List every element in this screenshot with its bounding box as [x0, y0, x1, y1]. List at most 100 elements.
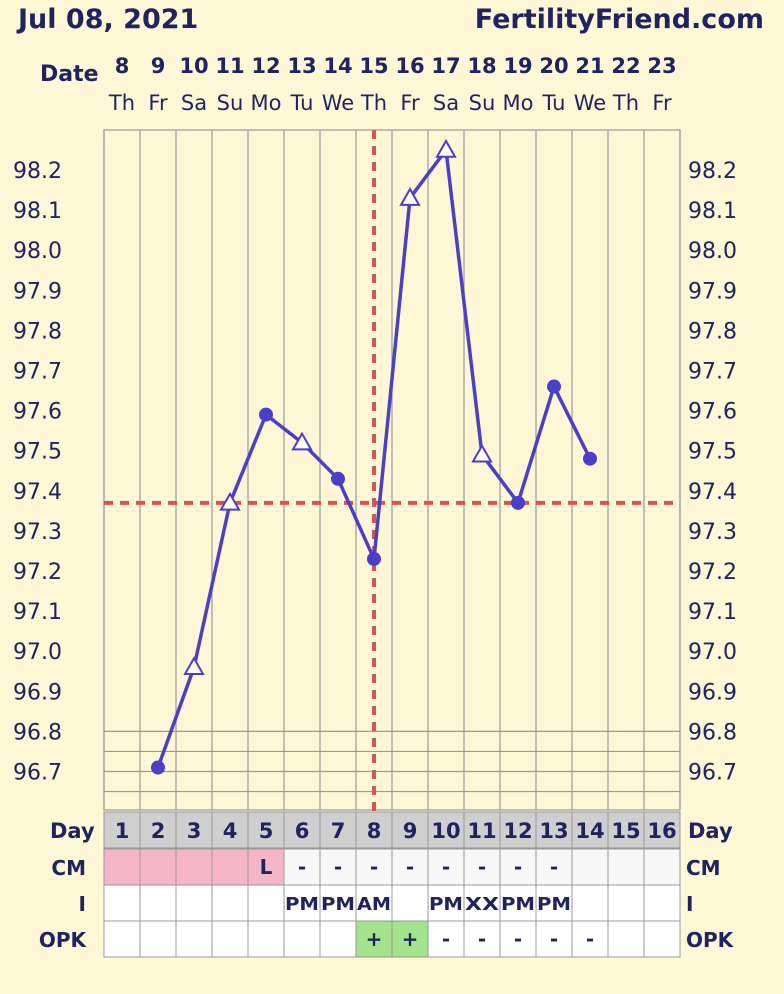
weekday-tick-label: Tu — [542, 91, 566, 115]
cm-cell-value: L — [260, 855, 273, 879]
intercourse-cell-value: PM — [537, 894, 571, 915]
opk-cell — [463, 920, 501, 958]
intercourse-cell — [211, 884, 249, 922]
cm-cell — [391, 848, 429, 886]
date-tick-label: 11 — [215, 54, 244, 78]
opk-cell — [391, 920, 429, 958]
weekday-tick-label: Fr — [400, 91, 420, 115]
temperature-series — [151, 138, 597, 775]
intercourse-cell — [535, 884, 573, 922]
intercourse-cell — [247, 884, 285, 922]
opk-cell — [355, 920, 393, 958]
temperature-point-triangle — [291, 431, 313, 451]
date-tick-label: 14 — [323, 54, 352, 78]
weekday-tick-label: Sa — [181, 91, 207, 115]
y-tick-label-left: 97.2 — [13, 560, 62, 585]
day-row-label-left: Day — [50, 819, 95, 843]
temperature-point-triangle — [399, 187, 421, 206]
temperature-point-dot — [511, 495, 525, 510]
opk-cell — [319, 920, 357, 958]
date-tick-label: 13 — [287, 54, 316, 78]
y-tick-label-left: 97.9 — [13, 279, 62, 304]
cm-cell — [175, 848, 213, 886]
opk-cell — [607, 920, 645, 958]
site-name: FertilityFriend.com — [474, 4, 764, 35]
y-tick-label-left: 97.0 — [13, 640, 62, 665]
weekday-tick-label: Fr — [148, 91, 168, 115]
intercourse-cell — [571, 884, 609, 922]
intercourse-cell-value: AM — [357, 894, 391, 915]
weekday-tick-label: Th — [612, 91, 639, 115]
date-axis-label: Date — [40, 62, 99, 87]
date-tick-label: 22 — [611, 54, 640, 78]
weekday-tick-label: We — [574, 91, 606, 115]
y-tick-label-left: 97.7 — [13, 360, 62, 385]
y-tick-label-right: 97.3 — [688, 520, 737, 545]
opk-cell — [499, 920, 537, 958]
y-tick-label-right: 96.8 — [688, 720, 737, 745]
opk-cell — [643, 920, 681, 958]
cycle-day-label: 9 — [403, 819, 418, 843]
cm-cell — [643, 848, 681, 886]
cm-cell — [535, 848, 573, 886]
cm-cell — [427, 848, 465, 886]
intercourse-cell-value: XX — [465, 894, 499, 915]
grid-lines — [103, 129, 681, 811]
cm-cell — [139, 848, 177, 886]
y-tick-label-left: 98.2 — [13, 159, 62, 184]
y-tick-label-left: 96.7 — [13, 761, 62, 786]
cm-cell-value: - — [550, 855, 558, 879]
intercourse-cell-value: PM — [321, 894, 355, 915]
weekday-tick-label: Fr — [652, 91, 672, 115]
intercourse-cell — [643, 884, 681, 922]
cm-cell-value: - — [298, 855, 306, 879]
date-tick-label: 10 — [179, 54, 208, 78]
y-tick-label-right: 98.0 — [688, 239, 737, 264]
date-tick-label: 17 — [431, 54, 460, 78]
cm-cell-value: - — [478, 855, 486, 879]
cycle-day-label: 8 — [367, 819, 382, 843]
y-tick-label-left: 98.1 — [13, 199, 62, 224]
weekday-tick-label: Th — [360, 91, 387, 115]
y-tick-label-right: 96.9 — [688, 680, 737, 705]
y-tick-label-left: 96.9 — [13, 680, 62, 705]
opk-row-label-right: OPK — [686, 928, 735, 952]
intercourse-row-label-left: I — [79, 892, 86, 916]
opk-row-label-left: OPK — [39, 928, 88, 952]
intercourse-row-label-right: I — [686, 892, 693, 916]
y-tick-label-right: 98.2 — [688, 159, 737, 184]
cm-cell-value: - — [370, 855, 378, 879]
temperature-point-dot — [583, 451, 597, 466]
y-tick-label-right: 97.8 — [688, 319, 737, 344]
cm-row-label-left: CM — [51, 856, 86, 880]
temperature-point-triangle — [219, 491, 241, 511]
temperature-point-dot — [331, 471, 345, 486]
plot-border — [103, 129, 681, 811]
intercourse-cell — [391, 884, 429, 922]
date-tick-label: 15 — [359, 54, 388, 78]
y-tick-label-right: 97.9 — [688, 279, 737, 304]
intercourse-cell — [607, 884, 645, 922]
y-tick-label-right: 97.5 — [688, 440, 737, 465]
opk-cell — [571, 920, 609, 958]
intercourse-cell-value: PM — [501, 894, 535, 915]
temperature-point-dot — [367, 551, 381, 566]
weekday-tick-label: Sa — [433, 91, 459, 115]
cycle-day-label: 6 — [295, 819, 310, 843]
intercourse-cell — [427, 884, 465, 922]
date-tick-label: 8 — [115, 54, 130, 78]
date-tick-label: 12 — [251, 54, 280, 78]
opk-cell-value: - — [478, 927, 486, 951]
cm-cell — [319, 848, 357, 886]
cycle-day-label: 16 — [647, 819, 676, 843]
opk-cell-value: - — [442, 927, 450, 951]
y-tick-label-right: 97.2 — [688, 560, 737, 585]
temperature-point-dot — [259, 407, 273, 422]
opk-cell-value: + — [366, 927, 383, 951]
cm-cell — [463, 848, 501, 886]
date-tick-label: 18 — [467, 54, 496, 78]
date-tick-label: 21 — [575, 54, 604, 78]
y-tick-label-right: 97.4 — [688, 480, 737, 505]
intercourse-cell — [463, 884, 501, 922]
